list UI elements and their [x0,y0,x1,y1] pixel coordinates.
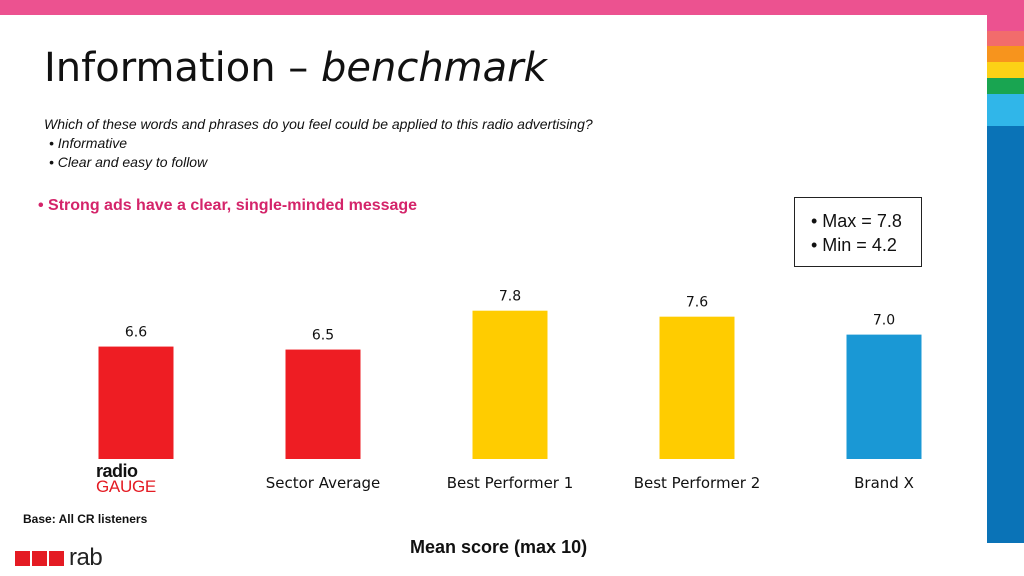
max-stat: • Max = 7.8 [811,211,902,231]
color-stripe [987,15,1024,31]
bar-4 [659,316,735,459]
bar-3 [472,310,548,459]
value-label: 7.8 [499,289,521,305]
base-note: Base: All CR listeners [23,512,148,526]
category-label: Best Performer 1 [447,474,574,492]
option-clear: • Clear and easy to follow [49,154,208,170]
bar-2 [285,349,361,459]
rab-logo-square [15,550,30,566]
title-italic: benchmark [320,45,547,91]
rab-logo: rab [15,544,103,571]
value-label: 7.6 [686,295,708,311]
right-color-stripes [987,15,1024,576]
right-blue-panel [987,126,1024,543]
x-axis-title: Mean score (max 10) [410,537,588,557]
min-stat: • Min = 4.2 [811,235,897,255]
category-label: Best Performer 2 [634,474,761,492]
survey-question-block: Which of these words and phrases do you … [44,115,593,172]
color-stripe [987,31,1024,46]
color-stripe [987,94,1024,126]
value-label: 7.0 [873,313,895,329]
rab-logo-square [32,550,47,566]
category-label: Brand X [854,474,914,492]
top-accent-bar [0,0,1024,15]
radiogauge-logo: radio GAUGE [96,461,176,496]
bar-1 [98,346,174,459]
category-label: Sector Average [266,474,381,492]
option-informative: • Informative [49,135,128,151]
color-stripe [987,78,1024,94]
rab-logo-text: rab [69,544,103,571]
highlight-statement: • Strong ads have a clear, single-minded… [38,197,418,214]
color-stripe [987,62,1024,78]
value-label: 6.5 [312,328,334,344]
color-stripe [987,46,1024,62]
max-min-box: • Max = 7.8 • Min = 4.2 [794,197,922,267]
value-label: 6.6 [125,325,147,341]
rab-logo-square [49,550,64,566]
title-main: Information – [44,45,321,91]
slide-title: Information – benchmark [44,45,547,91]
radiogauge-logo-line1: radio [96,461,138,481]
survey-question: Which of these words and phrases do you … [44,116,593,132]
bar-5 [846,334,922,459]
radiogauge-logo-line2: GAUGE [96,477,156,496]
